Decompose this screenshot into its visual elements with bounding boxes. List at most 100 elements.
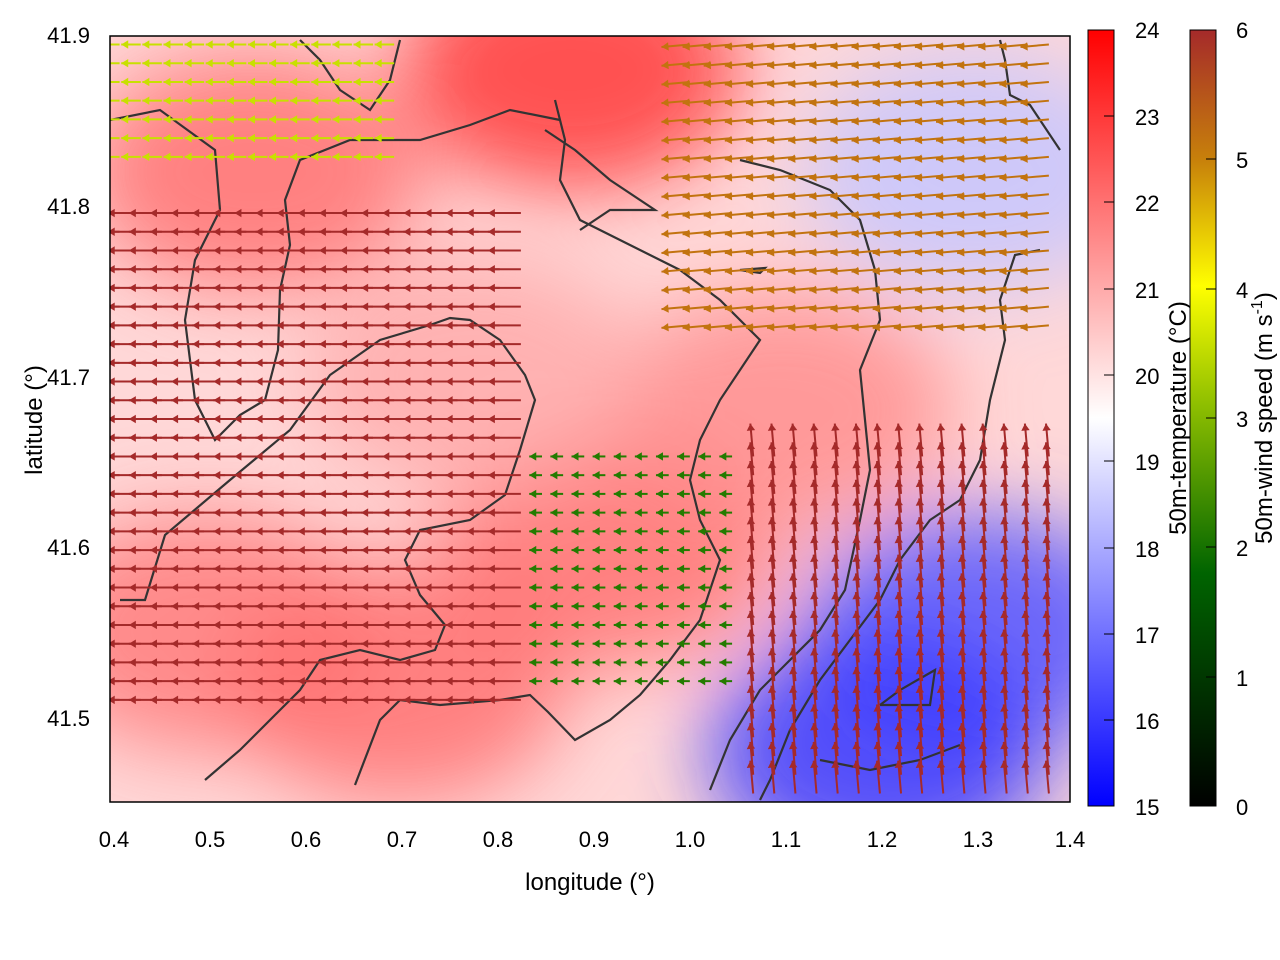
- wind-arrow: [1020, 229, 1049, 238]
- wind-arrow: [766, 323, 796, 332]
- wind-arrow: [634, 527, 648, 536]
- wind-arrow: [893, 266, 923, 276]
- contour-line: [120, 316, 537, 781]
- y-axis-label: latitude (°): [21, 365, 48, 475]
- wind-arrow: [1020, 79, 1049, 89]
- wind-arrow: [935, 98, 965, 107]
- wind-arrow: [592, 470, 606, 480]
- wind-arrow: [1020, 154, 1049, 163]
- wind-arrow: [766, 210, 796, 220]
- wind-arrow: [872, 117, 902, 126]
- wind-arrow: [311, 77, 331, 87]
- wind-arrow: [830, 154, 859, 163]
- wind-arrow: [766, 98, 796, 107]
- wind-arrow: [893, 191, 923, 201]
- temperature-tick-label: 19: [1135, 450, 1159, 475]
- wind-arrow: [613, 564, 627, 573]
- plot-frame: [109, 35, 1071, 803]
- wind-arrow: [703, 304, 733, 313]
- wind-arrow: [487, 302, 521, 311]
- wind-arrow: [766, 266, 796, 276]
- wind-arrow: [592, 452, 606, 461]
- wind-arrow: [592, 545, 606, 555]
- temperature-tick-label: 18: [1135, 537, 1159, 562]
- wind-arrow: [698, 508, 711, 517]
- wind-arrow: [745, 79, 775, 89]
- wind-arrow: [529, 470, 542, 480]
- x-tick-label: 1.2: [867, 827, 898, 852]
- wind-arrow: [571, 545, 585, 555]
- wind-arrow: [487, 246, 521, 255]
- wind-arrow: [872, 210, 902, 220]
- wind-arrow: [163, 40, 183, 49]
- wind-arrow: [809, 98, 838, 107]
- wind-arrow: [529, 489, 542, 499]
- wind-arrow: [745, 135, 775, 145]
- wind-arrow: [613, 658, 627, 667]
- wind-arrow: [893, 285, 923, 294]
- wind-arrow: [529, 658, 542, 667]
- wind-arrow: [655, 639, 669, 648]
- wind-arrow: [830, 173, 859, 182]
- wind-arrow: [893, 304, 923, 313]
- wind-arrow: [957, 154, 986, 163]
- wind-arrow: [935, 248, 965, 257]
- wind-arrow: [374, 115, 395, 124]
- wind-arrow: [999, 98, 1028, 107]
- wind-arrow: [935, 154, 965, 163]
- wind-arrow: [872, 304, 902, 313]
- wind-arrow: [550, 489, 564, 499]
- wind-arrow: [487, 377, 521, 386]
- wind-arrow: [745, 323, 775, 332]
- wind-arrow: [766, 285, 796, 294]
- wind-speed-label-main: 50m-wind speed (m s: [1251, 314, 1278, 543]
- wind-arrow: [746, 423, 756, 457]
- wind-arrow: [1020, 248, 1049, 257]
- wind-arrow: [719, 508, 733, 517]
- wind-arrow: [698, 676, 711, 686]
- wind-arrow: [121, 152, 141, 162]
- wind-arrow: [353, 77, 374, 87]
- wind-arrow: [677, 676, 690, 686]
- wind-arrow: [698, 602, 711, 611]
- plot-area: [110, 36, 1070, 802]
- wind-arrow: [353, 152, 374, 162]
- wind-arrow: [571, 658, 585, 667]
- wind-arrow: [353, 59, 374, 68]
- wind-arrow: [142, 152, 162, 162]
- wind-arrow: [872, 42, 902, 51]
- wind-arrow: [851, 323, 881, 332]
- wind-arrow: [550, 508, 564, 517]
- wind-arrow: [851, 285, 881, 294]
- wind-arrow: [487, 527, 521, 536]
- wind-arrow: [661, 154, 690, 163]
- wind-arrow: [999, 173, 1028, 182]
- wind-arrow: [550, 602, 564, 611]
- wind-arrow: [184, 133, 205, 143]
- wind-arrow: [571, 639, 585, 648]
- temperature-region: [304, 256, 645, 497]
- wind-arrow: [957, 98, 986, 107]
- wind-arrow: [978, 266, 1007, 276]
- wind-arrow: [634, 470, 648, 480]
- wind-arrow: [655, 620, 669, 630]
- wind-arrow: [163, 59, 183, 68]
- wind-speed-label-end: ): [1251, 292, 1278, 300]
- wind-arrow: [332, 59, 352, 68]
- wind-arrow: [205, 133, 226, 143]
- wind-arrow: [872, 154, 902, 163]
- wind-arrow: [487, 695, 521, 705]
- wind-arrow: [592, 620, 606, 630]
- wind-arrow: [205, 152, 226, 162]
- wind-arrow: [809, 210, 838, 220]
- wind-arrow: [205, 96, 226, 105]
- wind-arrow: [613, 489, 627, 499]
- wind-arrow: [487, 658, 521, 667]
- contour-line: [544, 129, 659, 231]
- wind-arrow: [703, 229, 733, 238]
- wind-arrow: [661, 79, 690, 89]
- wind-arrow: [374, 96, 395, 105]
- wind-arrow: [719, 452, 733, 461]
- wind-speed-tick-label: 5: [1236, 148, 1248, 173]
- wind-arrow: [634, 545, 648, 555]
